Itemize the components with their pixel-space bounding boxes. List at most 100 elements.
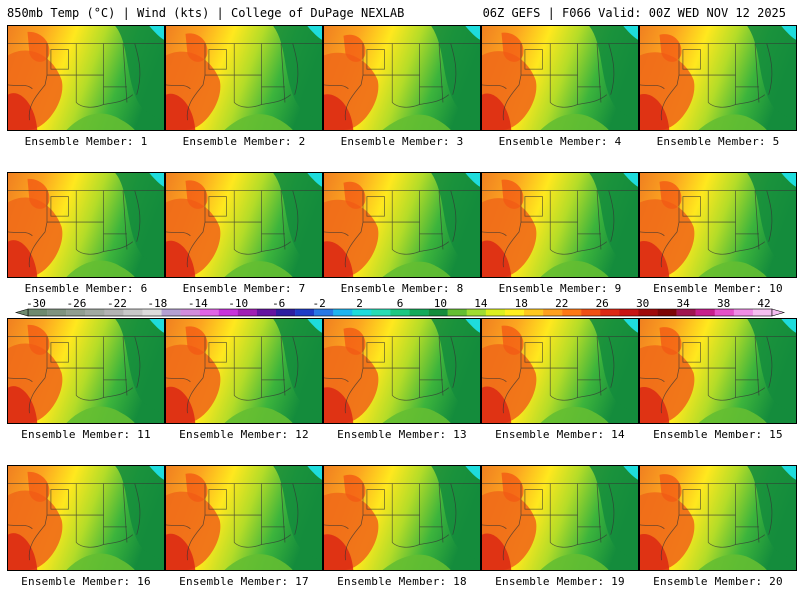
colorbar-tick-label: 2 (356, 298, 363, 310)
colorbar-swatch (524, 309, 544, 316)
colorbar-tick-label: 34 (676, 298, 690, 310)
colorbar-swatch (333, 309, 353, 316)
colorbar-tick-label: 18 (515, 298, 528, 310)
colorbar-swatch (123, 309, 143, 316)
ensemble-member-map (323, 172, 481, 278)
colorbar-swatch (714, 309, 735, 316)
colorbar-tick-label: -22 (107, 298, 127, 310)
colorbar-tick-label: 26 (596, 298, 609, 310)
temperature-map (166, 173, 322, 277)
ensemble-member-caption: Ensemble Member: 13 (337, 428, 467, 441)
ensemble-member-map (7, 465, 165, 571)
ensemble-member-caption: Ensemble Member: 11 (21, 428, 151, 441)
colorbar-swatch (66, 309, 86, 316)
colorbar-swatch (409, 309, 429, 316)
colorbar-swatch (180, 309, 200, 316)
temperature-map (8, 173, 164, 277)
ensemble-member-caption: Ensemble Member: 3 (340, 135, 464, 148)
colorbar-swatch (695, 309, 715, 316)
colorbar-tick-label: 10 (434, 298, 447, 310)
temperature-map (482, 319, 638, 423)
ensemble-member-caption: Ensemble Member: 5 (656, 135, 780, 148)
ensemble-member-map (165, 172, 323, 278)
colorbar-high-arrow (771, 308, 786, 317)
colorbar-tick-label: 22 (555, 298, 568, 310)
colorbar-tick-label: 14 (474, 298, 488, 310)
ensemble-member-map (639, 172, 797, 278)
temperature-map (640, 319, 796, 423)
ensemble-member-map (323, 465, 481, 571)
ensemble-member-map (165, 465, 323, 571)
ensemble-member-caption: Ensemble Member: 16 (21, 575, 151, 588)
colorbar-tick-label: -6 (272, 298, 285, 310)
ensemble-member-map (323, 318, 481, 424)
colorbar-swatch (390, 309, 410, 316)
ensemble-member-caption: Ensemble Member: 18 (337, 575, 467, 588)
colorbar-swatch (562, 309, 582, 316)
colorbar-tick-label: 6 (397, 298, 404, 310)
ensemble-member-map (639, 25, 797, 131)
colorbar-tick-label: -2 (312, 298, 325, 310)
temperature-map (324, 26, 480, 130)
colorbar-swatch (600, 309, 620, 316)
colorbar-swatch (256, 309, 277, 316)
colorbar-tick-label: -10 (228, 298, 248, 310)
colorbar-swatch (161, 309, 181, 316)
colorbar-swatch (657, 309, 677, 316)
colorbar-swatch (733, 309, 754, 316)
colorbar-swatch (485, 309, 506, 316)
colorbar-tick-label: -30 (26, 298, 46, 310)
ensemble-member-map (7, 25, 165, 131)
colorbar-swatch (199, 309, 219, 316)
ensemble-member-map (7, 318, 165, 424)
colorbar-swatch (504, 309, 525, 316)
colorbar-swatch (218, 309, 239, 316)
chart-title: 850mb Temp (°C) | Wind (kts) | College o… (7, 6, 405, 20)
temperature-map (8, 466, 164, 570)
colorbar-swatch (295, 309, 315, 316)
temperature-map (324, 173, 480, 277)
ensemble-member-map (165, 318, 323, 424)
temperature-map (166, 26, 322, 130)
colorbar-swatch (142, 309, 162, 316)
ensemble-member-map (639, 318, 797, 424)
ensemble-member-map (481, 25, 639, 131)
colorbar-swatch (676, 309, 696, 316)
ensemble-member-map (481, 465, 639, 571)
colorbar-tick-label: 42 (757, 298, 770, 310)
ensemble-member-caption: Ensemble Member: 12 (179, 428, 309, 441)
ensemble-member-caption: Ensemble Member: 20 (653, 575, 783, 588)
ensemble-member-map (323, 25, 481, 131)
temperature-map (324, 319, 480, 423)
ensemble-member-map (639, 465, 797, 571)
colorbar-swatch (371, 309, 391, 316)
ensemble-member-caption: Ensemble Member: 9 (498, 282, 622, 295)
colorbar-swatch (466, 309, 487, 316)
colorbar-swatch (581, 309, 601, 316)
ensemble-member-caption: Ensemble Member: 17 (179, 575, 309, 588)
temperature-map (640, 26, 796, 130)
colorbar-swatch (352, 309, 372, 316)
ensemble-member-map (165, 25, 323, 131)
colorbar-swatch (85, 309, 105, 316)
ensemble-member-caption: Ensemble Member: 8 (340, 282, 464, 295)
model-run-info: 06Z GEFS | F066 Valid: 00Z WED NOV 12 20… (482, 6, 786, 20)
ensemble-member-caption: Ensemble Member: 2 (182, 135, 306, 148)
colorbar-tick-label: -14 (188, 298, 208, 310)
temperature-map (482, 26, 638, 130)
ensemble-member-caption: Ensemble Member: 15 (653, 428, 783, 441)
colorbar-swatch (428, 309, 448, 316)
colorbar-swatch (314, 309, 334, 316)
ensemble-member-caption: Ensemble Member: 10 (653, 282, 783, 295)
colorbar-swatch (28, 309, 48, 316)
ensemble-member-map (481, 318, 639, 424)
ensemble-member-caption: Ensemble Member: 14 (495, 428, 625, 441)
colorbar-swatch (276, 309, 296, 316)
colorbar-tick-label: 38 (717, 298, 730, 310)
temperature-map (324, 466, 480, 570)
colorbar-low-arrow (14, 308, 29, 317)
temperature-colorbar: -30 -26 -22 -18 -14 -10 -6 -2 2 6 10 14 18 22 26 30 34 38… (12, 298, 788, 320)
temperature-map (482, 466, 638, 570)
colorbar-swatch (47, 309, 67, 316)
colorbar-tick-label: -18 (147, 298, 167, 310)
